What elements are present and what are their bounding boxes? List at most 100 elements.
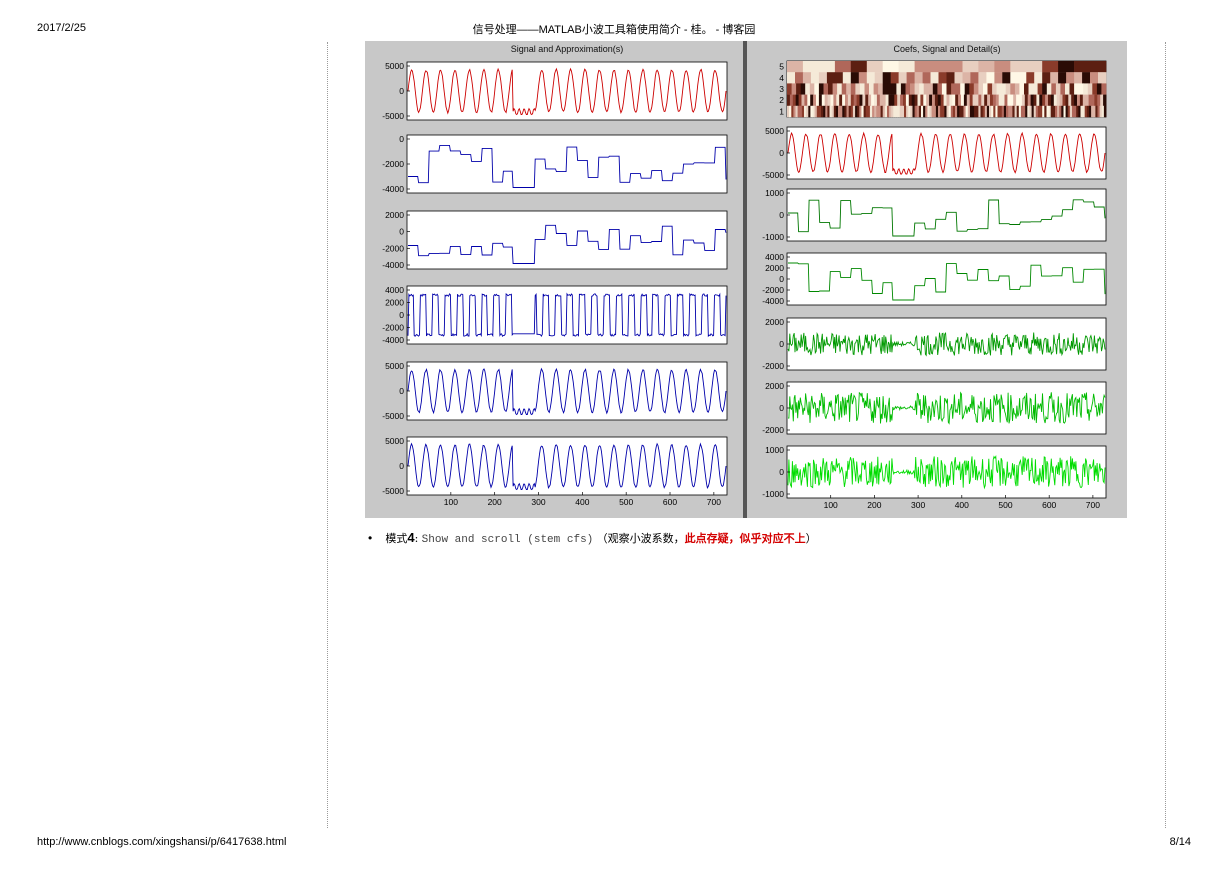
coef-cell	[946, 83, 952, 95]
coef-cell	[1082, 105, 1086, 118]
coef-cell	[962, 61, 979, 73]
coef-cell	[987, 94, 991, 106]
coef-cell	[935, 105, 939, 118]
coef-cell	[810, 105, 813, 118]
coef-cell	[1042, 94, 1046, 106]
coef-cell	[800, 83, 806, 95]
coef-cell	[934, 94, 939, 106]
coef-cell	[908, 105, 911, 118]
coef-cell	[904, 105, 907, 118]
coef-cell	[855, 83, 861, 95]
coef-cell	[1084, 105, 1088, 118]
left-ytick-label: -2000	[382, 159, 404, 169]
coef-cell	[818, 83, 824, 95]
coef-cell	[897, 105, 901, 118]
coef-cell	[865, 105, 869, 118]
coef-cell	[1050, 105, 1054, 118]
coef-cell	[884, 105, 888, 118]
left-ytick-label: -5000	[382, 486, 404, 496]
coef-cell	[868, 94, 872, 106]
coef-cell	[925, 105, 928, 118]
coef-cell	[923, 105, 926, 118]
coef-cell	[836, 94, 840, 106]
coef-cell	[1010, 105, 1013, 118]
coef-cell	[995, 105, 998, 118]
coef-cell	[1010, 61, 1027, 73]
coef-cell	[807, 94, 811, 106]
coef-cell	[955, 94, 959, 106]
coef-cell	[798, 94, 802, 106]
coef-cell	[857, 105, 860, 118]
right-xtick-label: 600	[1042, 500, 1056, 510]
coef-cell	[1065, 105, 1069, 118]
coef-cell	[921, 105, 924, 118]
coef-cell	[911, 94, 915, 106]
left-ytick-label: 2000	[385, 298, 404, 308]
coef-cell	[1018, 105, 1022, 118]
coef-cell	[923, 94, 927, 106]
coef-cell	[969, 94, 973, 106]
coef-cell	[963, 105, 966, 118]
footer-page: 8/14	[1169, 836, 1191, 848]
left-ytick-label: 0	[399, 134, 404, 144]
coef-cell	[806, 105, 809, 118]
note-red: 此点存疑，似乎对应不上	[684, 532, 806, 545]
coef-cell	[1004, 94, 1008, 106]
right-axes-6	[786, 445, 1107, 499]
left-ytick-label: -2000	[382, 323, 404, 333]
coef-cell	[859, 105, 862, 118]
coef-cell	[804, 94, 808, 106]
coef-cell	[1052, 105, 1056, 118]
coef-cell	[964, 83, 970, 95]
coef-cell	[1060, 83, 1066, 95]
coef-cell	[1072, 105, 1075, 118]
coef-cell	[809, 83, 815, 95]
coef-cell	[1008, 105, 1011, 118]
coef-cell	[958, 94, 962, 106]
coef-cell	[966, 94, 971, 106]
coef-cell	[920, 94, 924, 106]
coef-cell	[905, 83, 911, 95]
coef-cell	[874, 72, 884, 84]
coef-cell	[799, 105, 803, 118]
coef-cell	[839, 94, 843, 106]
coef-cell	[959, 105, 962, 118]
right-ytick-label: 1000	[765, 188, 784, 198]
coef-cell	[852, 105, 856, 118]
coef-cell	[831, 105, 835, 118]
coef-cell	[986, 72, 995, 84]
coef-cell	[1034, 72, 1043, 84]
coef-cell	[929, 94, 933, 106]
coef-cell	[1079, 94, 1084, 106]
left-ytick-label: 5000	[385, 361, 404, 371]
coef-cell	[838, 105, 841, 118]
coef-cell	[814, 83, 820, 95]
coef-cell	[937, 94, 942, 106]
coef-cell	[1074, 72, 1083, 84]
left-ytick-label: 4000	[385, 285, 404, 295]
coef-cell	[850, 61, 868, 73]
coef-cell	[810, 94, 814, 106]
right-ytick-label: -2000	[762, 361, 784, 371]
left-ytick-label: 0	[399, 310, 404, 320]
coef-cell	[797, 105, 801, 118]
coef-cell	[914, 61, 931, 73]
coef-cell	[1103, 94, 1107, 106]
right-trace-1	[787, 131, 1106, 175]
coef-level-label: 3	[779, 84, 784, 94]
coef-cell	[1058, 72, 1067, 84]
coef-cell	[841, 83, 847, 95]
coef-cell	[1068, 94, 1072, 106]
left-trace-3	[408, 224, 727, 264]
coef-cell	[992, 83, 998, 95]
coef-cell	[787, 72, 796, 84]
coef-cell	[999, 105, 1003, 118]
coef-cell	[984, 105, 988, 118]
left-ytick-label: 2000	[385, 210, 404, 220]
coef-cell	[889, 105, 892, 118]
right-ytick-label: 0	[779, 339, 784, 349]
coef-cell	[1012, 105, 1015, 118]
left-ytick-label: 0	[399, 386, 404, 396]
mode-colon: :	[414, 532, 419, 545]
footer-url: http://www.cnblogs.com/xingshansi/p/6417…	[37, 836, 287, 848]
